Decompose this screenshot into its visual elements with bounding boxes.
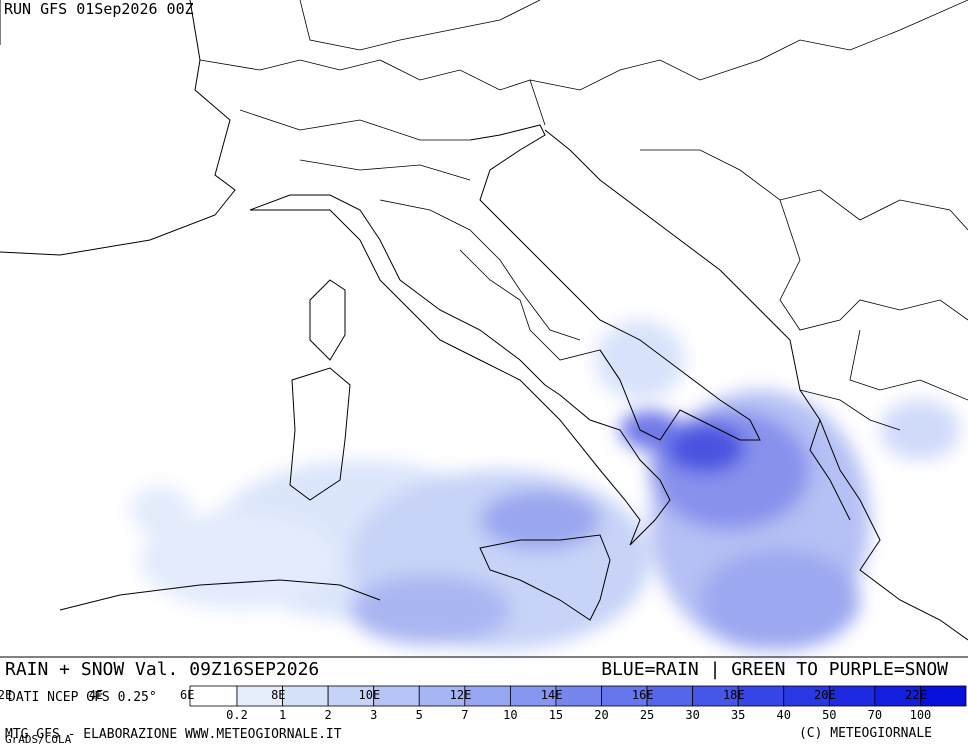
colorbar-box [373, 685, 420, 707]
colorbar-label: 10 [503, 708, 517, 722]
colorbar-box [737, 685, 785, 707]
colorbar-label: 20 [594, 708, 608, 722]
map [0, 0, 968, 650]
colorbar-label: 70 [868, 708, 882, 722]
colorbar-label: 2 [325, 708, 332, 722]
footer-left: MTG GFS - ELABORAZIONE WWW.METEOGIORNALE… [5, 727, 342, 742]
longitude-label: 2E [0, 688, 12, 702]
longitude-label: 4E [89, 688, 103, 702]
colorbar-label: 30 [685, 708, 699, 722]
colorbar-label: 0.2 [226, 708, 248, 722]
longitude-label: 18E [723, 688, 745, 702]
longitude-label: 12E [450, 688, 472, 702]
colorbar-box [189, 685, 238, 707]
colorbar-box [646, 685, 694, 707]
longitude-label: 16E [632, 688, 654, 702]
colorbar-label: 100 [910, 708, 932, 722]
colorbar-box [920, 685, 967, 707]
source-label: DATI NCEP GFS 0.25° [8, 690, 157, 705]
colorbar-label: 50 [822, 708, 836, 722]
colorbar-box [282, 685, 329, 707]
colorbar-label: 15 [549, 708, 563, 722]
colorbar-label: 1 [279, 708, 286, 722]
colorbar-box [464, 685, 511, 707]
run-label: RUN GFS 01Sep2026 00Z [4, 0, 194, 18]
colorbar-box [828, 685, 876, 707]
chart-title: RAIN + SNOW Val. 09Z16SEP2026 [5, 659, 319, 680]
longitude-label: 6E [180, 688, 194, 702]
footer-right: (C) METEOGIORNALE [799, 726, 932, 741]
colorbar-label: 5 [416, 708, 423, 722]
colorbar-label: 40 [777, 708, 791, 722]
colorbar-label: 25 [640, 708, 654, 722]
colorbar-label: 3 [370, 708, 377, 722]
longitude-label: 20E [814, 688, 836, 702]
colorbar-label: 7 [461, 708, 468, 722]
colorbar-label: 35 [731, 708, 745, 722]
longitude-label: 22E [905, 688, 927, 702]
grads-label: GrADS/COLA [5, 733, 72, 745]
longitude-label: 10E [359, 688, 381, 702]
longitude-label: 8E [271, 688, 285, 702]
legend-note: BLUE=RAIN | GREEN TO PURPLE=SNOW [601, 659, 948, 680]
longitude-label: 14E [541, 688, 563, 702]
coastlines [0, 0, 968, 641]
colorbar-box [555, 685, 602, 707]
precipitation [130, 320, 960, 650]
borders [199, 0, 968, 431]
